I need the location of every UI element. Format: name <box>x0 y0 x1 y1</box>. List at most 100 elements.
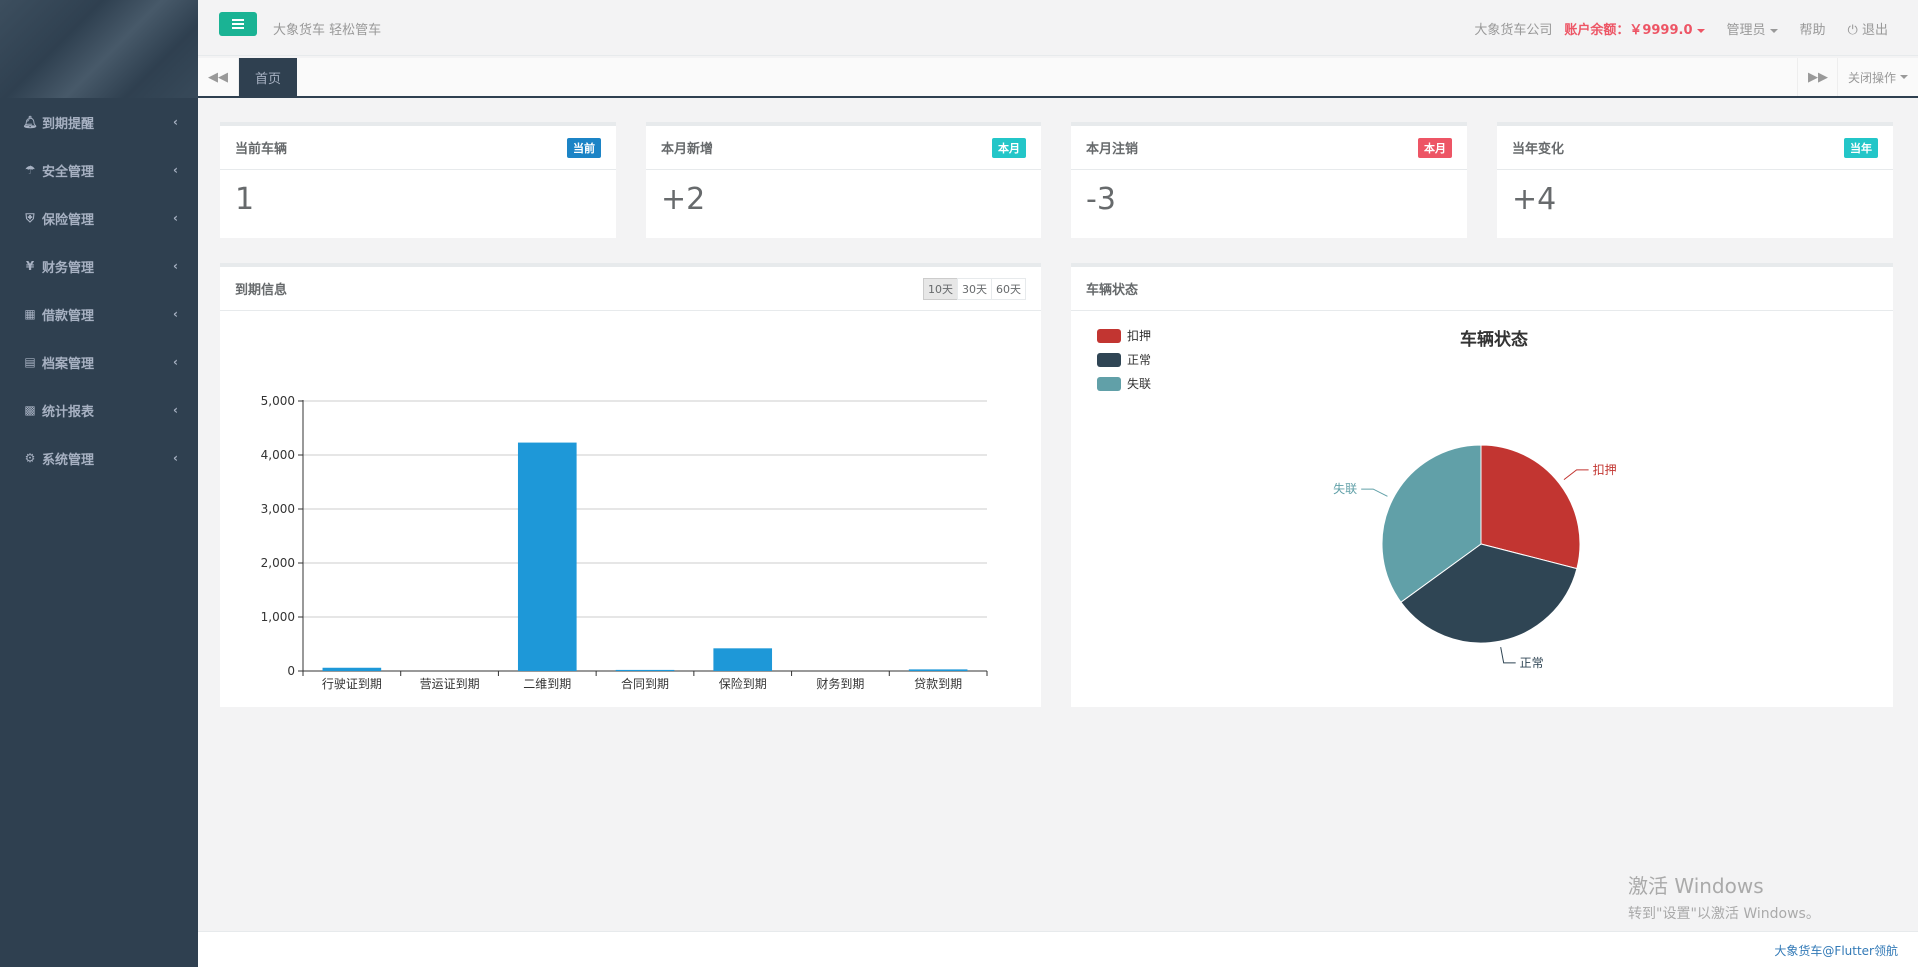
chevron-left-icon: ‹ <box>173 259 178 273</box>
bar <box>615 669 675 671</box>
sidebar-item-loans[interactable]: ▦ 借款管理 ‹ <box>0 290 198 338</box>
tabs-scroll-right-button[interactable]: ▶▶ <box>1797 58 1838 96</box>
stat-badge: 当年 <box>1844 137 1878 158</box>
help-link[interactable]: 帮助 <box>1799 23 1826 38</box>
legend-label: 扣押 <box>1127 329 1151 343</box>
x-tick-label: 二维到期 <box>523 677 571 691</box>
shield-icon: ⛨ <box>25 210 35 225</box>
sidebar-item-label: 安全管理 <box>42 164 95 180</box>
pie-slice <box>1381 444 1482 603</box>
chevron-left-icon: ‹ <box>173 211 178 225</box>
stat-card-monthly-cancelled: 本月注销 本月 -3 <box>1071 122 1467 238</box>
sidebar-item-safety[interactable]: ☂ 安全管理 ‹ <box>0 146 198 194</box>
sidebar-item-label: 系统管理 <box>42 452 95 468</box>
x-tick-label: 营运证到期 <box>420 677 480 691</box>
x-tick-label: 财务到期 <box>816 676 864 691</box>
range-button-group: 10天 30天 60天 <box>923 277 1026 300</box>
stat-badge: 当前 <box>567 137 601 158</box>
yen-icon: ¥ <box>25 259 35 273</box>
sidebar-item-label: 保险管理 <box>42 212 95 228</box>
sidebar-header-image <box>0 0 198 98</box>
chevron-left-icon: ‹ <box>173 307 178 321</box>
sidebar-item-finance[interactable]: ¥ 财务管理 ‹ <box>0 242 198 290</box>
x-tick-label: 贷款到期 <box>914 677 962 691</box>
umbrella-icon: ☂ <box>24 163 36 177</box>
sidebar-item-label: 统计报表 <box>42 404 95 420</box>
stat-card-title: 当年变化 <box>1512 142 1565 157</box>
sidebar: 🔔︎ 到期提醒 ‹ ☂ 安全管理 ‹ ⛨ 保险管理 ‹ ¥ 财务管理 ‹ ▦ 借… <box>0 0 198 967</box>
logout-label: 退出 <box>1861 23 1888 38</box>
footer-copyright: 大象货车@Flutter领航 <box>1774 944 1898 958</box>
caret-down-icon <box>1769 28 1778 33</box>
pie-slice <box>1400 543 1578 644</box>
caret-down-icon <box>1900 75 1908 79</box>
y-tick-label: 4,000 <box>261 448 295 462</box>
top-navbar: 大象货车 轻松管车 大象货车公司 账户余额：￥9999.0 管理员 帮助 ⏻ 退… <box>198 0 1918 56</box>
sidebar-item-archives[interactable]: ▤ 档案管理 ‹ <box>0 338 198 386</box>
expiry-info-panel: 到期信息 10天 30天 60天 0 1,000 2,000 3,000 4,000 5,… <box>220 263 1041 707</box>
hamburger-icon <box>232 19 244 29</box>
stat-card-monthly-new: 本月新增 本月 +2 <box>646 122 1041 238</box>
company-name: 大象货车公司 <box>1474 23 1553 38</box>
close-operations-dropdown[interactable]: 关闭操作 <box>1837 58 1918 96</box>
tabs-scroll-left-button[interactable]: ◀◀ <box>198 58 239 96</box>
stat-value: 1 <box>235 182 255 217</box>
pie-label-line <box>1563 469 1589 481</box>
stat-value: -3 <box>1086 182 1116 217</box>
power-icon: ⏻ <box>1847 23 1858 38</box>
chevron-left-icon: ‹ <box>173 355 178 369</box>
sidebar-item-label: 档案管理 <box>42 356 95 372</box>
tab-home[interactable]: 首页 <box>239 58 297 96</box>
gear-icon: ⚙ <box>24 451 36 465</box>
legend-swatch <box>1097 377 1121 391</box>
sidebar-item-insurance[interactable]: ⛨ 保险管理 ‹ <box>0 194 198 242</box>
admin-dropdown[interactable]: 管理员 <box>1727 19 1778 38</box>
forward-icon: ▶▶ <box>1808 69 1828 85</box>
pie-chart-title: 车辆状态 <box>1460 329 1528 350</box>
stat-value: +2 <box>661 182 706 217</box>
legend-swatch <box>1097 329 1121 343</box>
stat-badge: 本月 <box>992 137 1026 158</box>
bar <box>517 442 577 671</box>
content-tabs: ◀◀ 首页 ▶▶ 关闭操作 <box>198 58 1918 98</box>
logout-link[interactable]: ⏻ 退出 <box>1848 19 1888 38</box>
x-tick-label: 合同到期 <box>621 676 669 691</box>
top-right-menu: 大象货车公司 账户余额：￥9999.0 管理员 帮助 ⏻ 退出 <box>1474 19 1888 38</box>
calculator-icon: ▦ <box>24 307 36 321</box>
balance-text: 账户余额：￥9999.0 <box>1564 23 1693 38</box>
balance-dropdown[interactable]: 账户余额：￥9999.0 <box>1564 19 1705 38</box>
sidebar-nav: 🔔︎ 到期提醒 ‹ ☂ 安全管理 ‹ ⛨ 保险管理 ‹ ¥ 财务管理 ‹ ▦ 借… <box>0 98 198 482</box>
sidebar-item-system[interactable]: ⚙ 系统管理 ‹ <box>0 434 198 482</box>
bar <box>908 669 968 671</box>
x-tick-label: 行驶证到期 <box>322 676 382 691</box>
pie-label-line <box>1500 647 1516 664</box>
pie-slice <box>1480 444 1581 570</box>
sidebar-item-reports[interactable]: ▩ 统计报表 ‹ <box>0 386 198 434</box>
stat-card-current-vehicles: 当前车辆 当前 1 <box>220 122 616 238</box>
pie-label-line <box>1361 488 1388 497</box>
menu-toggle-button[interactable] <box>219 12 257 36</box>
pie-slice-label: 失联 <box>1333 481 1357 496</box>
y-tick-label: 3,000 <box>261 502 295 516</box>
chevron-left-icon: ‹ <box>173 403 178 417</box>
sidebar-item-label: 到期提醒 <box>42 116 95 132</box>
file-icon: ▤ <box>24 355 36 369</box>
range-60-days-button[interactable]: 60天 <box>991 277 1026 300</box>
stat-card-title: 本月新增 <box>661 142 714 157</box>
x-tick-label: 保险到期 <box>719 676 767 691</box>
sidebar-item-label: 借款管理 <box>42 308 95 324</box>
status-panel-header: 车辆状态 <box>1071 267 1893 311</box>
vehicle-status-panel: 车辆状态 车辆状态 扣押 正常 失联 扣押 正常 失联 <box>1071 263 1893 707</box>
chevron-left-icon: ‹ <box>173 115 178 129</box>
sidebar-item-label: 财务管理 <box>42 260 95 276</box>
bar <box>713 648 773 671</box>
close-ops-label: 关闭操作 <box>1847 70 1896 85</box>
pie-slice-label: 正常 <box>1520 656 1544 670</box>
range-10-days-button[interactable]: 10天 <box>923 277 958 300</box>
sidebar-item-expiry-reminder[interactable]: 🔔︎ 到期提醒 ‹ <box>0 98 198 146</box>
backward-icon: ◀◀ <box>208 69 228 85</box>
range-30-days-button[interactable]: 30天 <box>957 277 992 300</box>
stat-card-header: 当年变化 当年 <box>1497 126 1893 170</box>
windows-activation-watermark: 激活 Windows 转到"设置"以激活 Windows。 <box>1628 870 1820 923</box>
